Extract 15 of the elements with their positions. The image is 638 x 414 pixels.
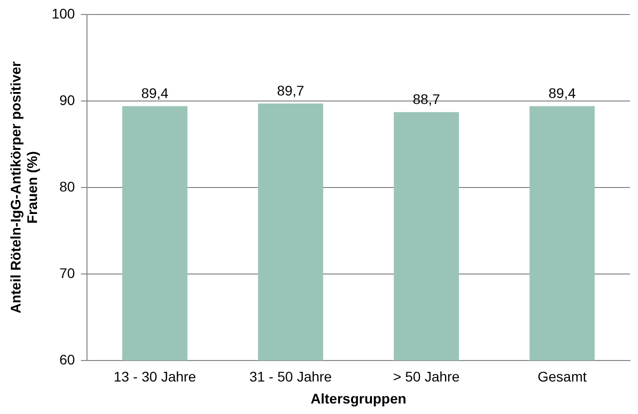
x-tick-label: 31 - 50 Jahre	[249, 368, 332, 385]
y-tick-label: 60	[59, 351, 76, 368]
y-tick-label: 90	[59, 92, 76, 108]
data-label: 88,7	[412, 91, 440, 108]
y-tick-label: 70	[59, 264, 76, 281]
x-axis-title: Altersgruppen	[310, 390, 406, 406]
x-tick-label: 13 - 30 Jahre	[114, 368, 196, 385]
y-tick-label: 100	[52, 5, 76, 22]
data-label: 89,7	[276, 82, 304, 98]
x-tick-label: > 50 Jahre	[393, 368, 460, 385]
y-axis-title: Anteil Röteln-IgG-Antikörper positiver Frauen (%)	[7, 60, 40, 314]
data-label: 89,4	[141, 84, 169, 101]
data-label: 89,4	[548, 84, 576, 101]
y-tick-label: 80	[59, 178, 76, 194]
x-tick-label: Gesamt	[538, 368, 587, 385]
